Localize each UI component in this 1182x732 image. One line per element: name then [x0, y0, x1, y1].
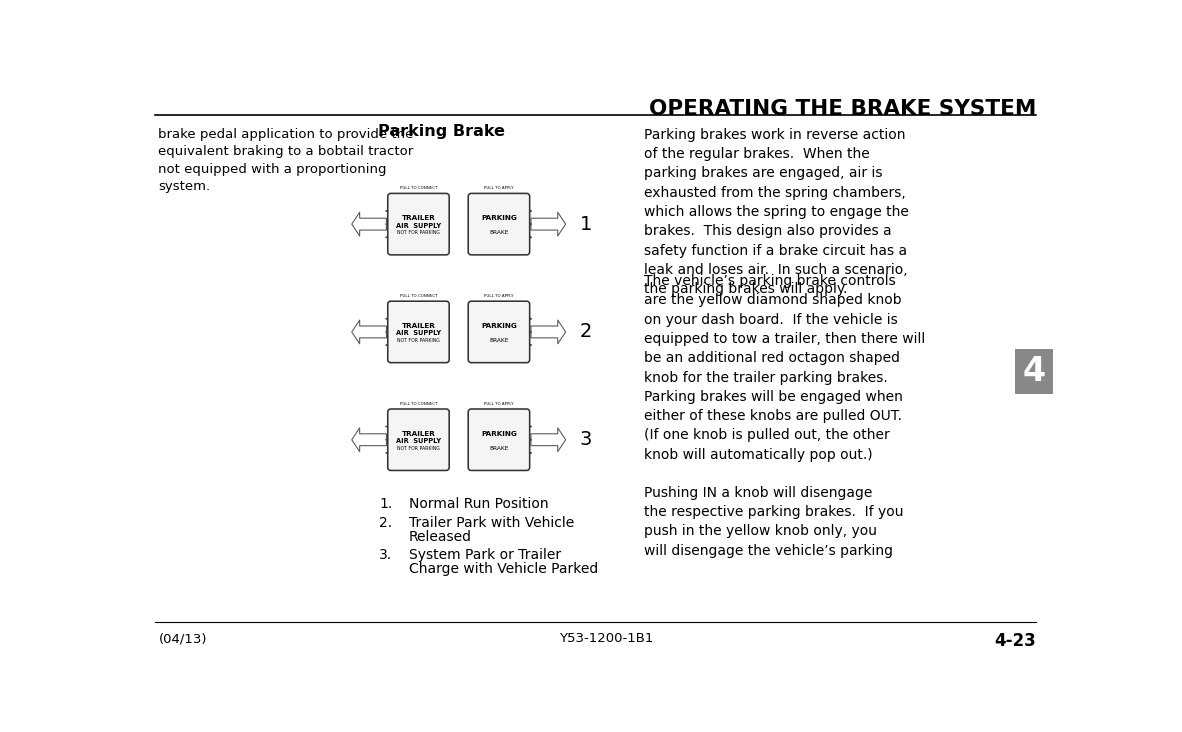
Text: Y53-1200-1B1: Y53-1200-1B1 [559, 632, 652, 645]
Text: 4-23: 4-23 [994, 632, 1037, 650]
Text: brake pedal application to provide the
equivalent braking to a bobtail tractor
n: brake pedal application to provide the e… [158, 128, 414, 193]
Text: TRAILER: TRAILER [402, 431, 435, 437]
FancyBboxPatch shape [388, 301, 449, 362]
Text: Normal Run Position: Normal Run Position [409, 498, 548, 512]
Text: 4: 4 [1022, 355, 1045, 388]
FancyBboxPatch shape [468, 301, 530, 362]
Ellipse shape [416, 429, 433, 451]
Ellipse shape [485, 321, 501, 343]
Text: BRAKE: BRAKE [489, 338, 508, 343]
Text: AIR  SUPPLY: AIR SUPPLY [396, 330, 441, 337]
FancyBboxPatch shape [388, 409, 449, 471]
Text: PULL TO APPLY: PULL TO APPLY [485, 402, 514, 406]
Text: (04/13): (04/13) [158, 632, 207, 645]
Text: Trailer Park with Vehicle: Trailer Park with Vehicle [409, 516, 574, 530]
Text: 2.: 2. [379, 516, 392, 530]
Text: 2: 2 [579, 322, 592, 341]
Text: PARKING: PARKING [481, 431, 517, 437]
Text: PULL TO CONNECT: PULL TO CONNECT [400, 294, 437, 298]
FancyBboxPatch shape [1014, 349, 1053, 394]
Text: NOT FOR PARKING: NOT FOR PARKING [397, 338, 440, 343]
FancyBboxPatch shape [468, 409, 530, 471]
Text: 3: 3 [579, 430, 592, 449]
Text: AIR  SUPPLY: AIR SUPPLY [396, 438, 441, 444]
Ellipse shape [485, 429, 501, 451]
Text: Parking Brake: Parking Brake [378, 124, 505, 139]
Text: Pushing IN a knob will disengage
the respective parking brakes.  If you
push in : Pushing IN a knob will disengage the res… [643, 486, 903, 558]
Text: BRAKE: BRAKE [489, 231, 508, 236]
Text: Released: Released [409, 530, 472, 544]
Text: PARKING: PARKING [481, 215, 517, 221]
Ellipse shape [416, 213, 433, 235]
Text: PULL TO CONNECT: PULL TO CONNECT [400, 187, 437, 190]
FancyBboxPatch shape [468, 193, 530, 255]
FancyBboxPatch shape [388, 193, 449, 255]
Text: Parking brakes work in reverse action
of the regular brakes.  When the
parking b: Parking brakes work in reverse action of… [643, 128, 909, 296]
Text: NOT FOR PARKING: NOT FOR PARKING [397, 446, 440, 451]
Text: TRAILER: TRAILER [402, 323, 435, 329]
Text: PULL TO APPLY: PULL TO APPLY [485, 294, 514, 298]
Text: 1: 1 [579, 214, 592, 234]
Text: 3.: 3. [379, 548, 392, 562]
Text: 1.: 1. [379, 498, 392, 512]
Text: BRAKE: BRAKE [489, 446, 508, 451]
Ellipse shape [416, 321, 433, 343]
Text: PULL TO APPLY: PULL TO APPLY [485, 187, 514, 190]
Text: Charge with Vehicle Parked: Charge with Vehicle Parked [409, 562, 598, 576]
Text: PULL TO CONNECT: PULL TO CONNECT [400, 402, 437, 406]
Text: TRAILER: TRAILER [402, 215, 435, 221]
Text: NOT FOR PARKING: NOT FOR PARKING [397, 231, 440, 236]
Text: OPERATING THE BRAKE SYSTEM: OPERATING THE BRAKE SYSTEM [649, 100, 1037, 119]
Text: System Park or Trailer: System Park or Trailer [409, 548, 560, 562]
Text: The vehicle’s parking brake controls
are the yellow diamond shaped knob
on your : The vehicle’s parking brake controls are… [643, 274, 924, 462]
Text: AIR  SUPPLY: AIR SUPPLY [396, 223, 441, 228]
Text: PARKING: PARKING [481, 323, 517, 329]
Ellipse shape [485, 213, 501, 235]
